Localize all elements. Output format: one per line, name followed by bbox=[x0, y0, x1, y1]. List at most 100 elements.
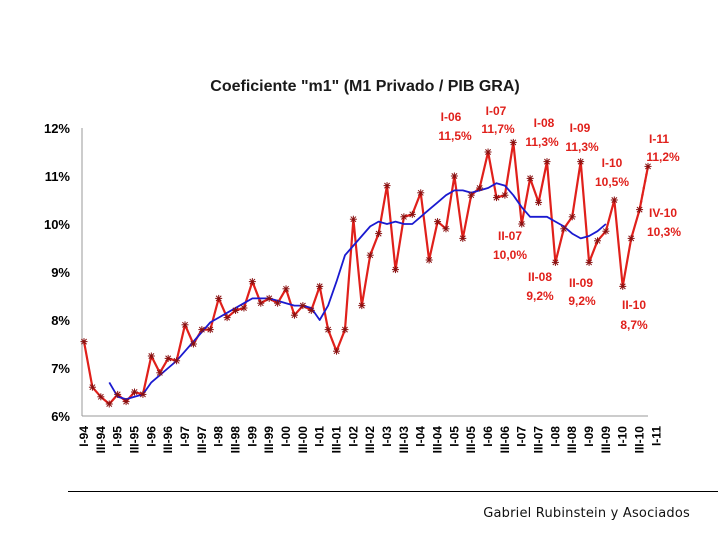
annotation: I-10 10,5% bbox=[595, 156, 629, 189]
annotation-label: II-10 bbox=[622, 298, 646, 312]
annotation: I-09 11,3% bbox=[565, 121, 599, 154]
x-tick-label: III-96 bbox=[161, 426, 175, 454]
data-point bbox=[349, 215, 357, 223]
data-point bbox=[324, 326, 332, 334]
data-point bbox=[248, 278, 256, 286]
projection-line bbox=[638, 166, 650, 210]
data-point bbox=[366, 251, 374, 259]
data-point bbox=[257, 299, 265, 307]
data-point bbox=[509, 138, 517, 146]
data-point bbox=[232, 306, 240, 314]
x-tick-label: III-98 bbox=[229, 426, 243, 454]
x-tick-label: III-04 bbox=[431, 426, 445, 454]
x-tick-label: III-02 bbox=[363, 426, 377, 454]
data-point bbox=[265, 294, 273, 302]
x-tick-label: I-10 bbox=[616, 426, 630, 447]
annotation: I-06 11,5% bbox=[438, 110, 472, 143]
x-tick-label: I-94 bbox=[77, 426, 91, 447]
data-point bbox=[164, 354, 172, 362]
data-point bbox=[299, 302, 307, 310]
data-point bbox=[156, 369, 164, 377]
data-point bbox=[97, 393, 105, 401]
annotation-label: IV-10 bbox=[649, 206, 677, 220]
data-point bbox=[147, 352, 155, 360]
data-point bbox=[173, 357, 181, 365]
data-point bbox=[627, 234, 635, 242]
annotation-label: I-06 bbox=[441, 110, 462, 124]
x-tick-label: III-06 bbox=[498, 426, 512, 454]
data-point bbox=[459, 234, 467, 242]
y-tick-labels: 6% 7% 8% 9% 10% 11% 12% bbox=[44, 121, 70, 424]
data-point bbox=[467, 191, 475, 199]
x-tick-label: I-95 bbox=[111, 426, 125, 447]
x-tick-label: I-09 bbox=[582, 426, 596, 447]
data-point bbox=[206, 326, 214, 334]
data-point bbox=[240, 304, 248, 312]
data-point bbox=[636, 206, 644, 214]
y-tick-label: 6% bbox=[51, 409, 70, 424]
data-point bbox=[442, 225, 450, 233]
data-point bbox=[198, 326, 206, 334]
x-tick-label: III-97 bbox=[195, 426, 209, 454]
data-point bbox=[644, 162, 652, 170]
data-point bbox=[383, 182, 391, 190]
annotation-value: 11,5% bbox=[438, 129, 472, 143]
annotations: I-06 11,5% I-07 11,7% I-0811,3%I-0911,3%I-10… bbox=[438, 104, 681, 332]
x-tick-label: III-09 bbox=[599, 426, 613, 454]
annotation-value: 9,2% bbox=[526, 289, 554, 303]
data-point bbox=[307, 306, 315, 314]
data-point bbox=[375, 230, 383, 238]
y-tick-label: 8% bbox=[51, 313, 70, 328]
data-point bbox=[274, 299, 282, 307]
x-tick-label: III-10 bbox=[633, 426, 647, 454]
annotation-value: 11,2% bbox=[646, 150, 680, 164]
x-tick-label: III-08 bbox=[565, 426, 579, 454]
x-tick-label: I-07 bbox=[515, 426, 529, 447]
annotation: IV-10 10,3% bbox=[647, 206, 681, 239]
annotation-label: I-07 bbox=[486, 104, 507, 118]
data-point bbox=[290, 311, 298, 319]
data-point bbox=[122, 398, 130, 406]
annotation-label: II-08 bbox=[528, 270, 552, 284]
x-tick-labels: I-94 III-94 I-95 III-95 I-96 III-96 I-97 III-97… bbox=[77, 426, 663, 454]
data-point bbox=[492, 194, 500, 202]
y-tick-label: 9% bbox=[51, 265, 70, 280]
x-tick-label: III-03 bbox=[397, 426, 411, 454]
data-point bbox=[80, 338, 88, 346]
x-tick-label: I-03 bbox=[380, 426, 394, 447]
data-point bbox=[358, 302, 366, 310]
x-tick-label: I-08 bbox=[548, 426, 562, 447]
x-tick-label: III-95 bbox=[128, 426, 142, 454]
data-point bbox=[400, 213, 408, 221]
y-tick-label: 11% bbox=[45, 169, 71, 184]
data-point bbox=[215, 294, 223, 302]
data-point bbox=[391, 266, 399, 274]
annotation: I-07 11,7% bbox=[481, 104, 515, 136]
data-point bbox=[181, 321, 189, 329]
annotation-value: 11,7% bbox=[481, 122, 515, 136]
annotation-value: 10,3% bbox=[647, 225, 681, 239]
x-tick-label: III-00 bbox=[296, 426, 310, 454]
y-tick-label: 7% bbox=[51, 361, 70, 376]
y-tick-label: 10% bbox=[44, 217, 70, 232]
annotation: I-11 11,2% bbox=[646, 132, 680, 164]
x-tick-label: I-99 bbox=[245, 426, 259, 447]
data-point bbox=[568, 213, 576, 221]
data-point bbox=[316, 282, 324, 290]
x-tick-label: I-02 bbox=[346, 426, 360, 447]
x-tick-label: I-06 bbox=[481, 426, 495, 447]
x-tick-label: III-99 bbox=[262, 426, 276, 454]
data-point bbox=[543, 158, 551, 166]
annotation-label: I-09 bbox=[570, 121, 591, 135]
data-point bbox=[619, 282, 627, 290]
footer-divider bbox=[68, 491, 718, 492]
annotation: II-09 9,2% bbox=[568, 276, 596, 308]
x-tick-label: I-96 bbox=[144, 426, 158, 447]
data-point bbox=[610, 196, 618, 204]
annotation-value: 10,5% bbox=[595, 175, 629, 189]
annotation-value: 9,2% bbox=[568, 294, 596, 308]
data-point bbox=[88, 383, 96, 391]
data-point bbox=[408, 210, 416, 218]
x-tick-label: III-01 bbox=[330, 426, 344, 454]
annotation: I-08 11,3% bbox=[525, 116, 559, 149]
